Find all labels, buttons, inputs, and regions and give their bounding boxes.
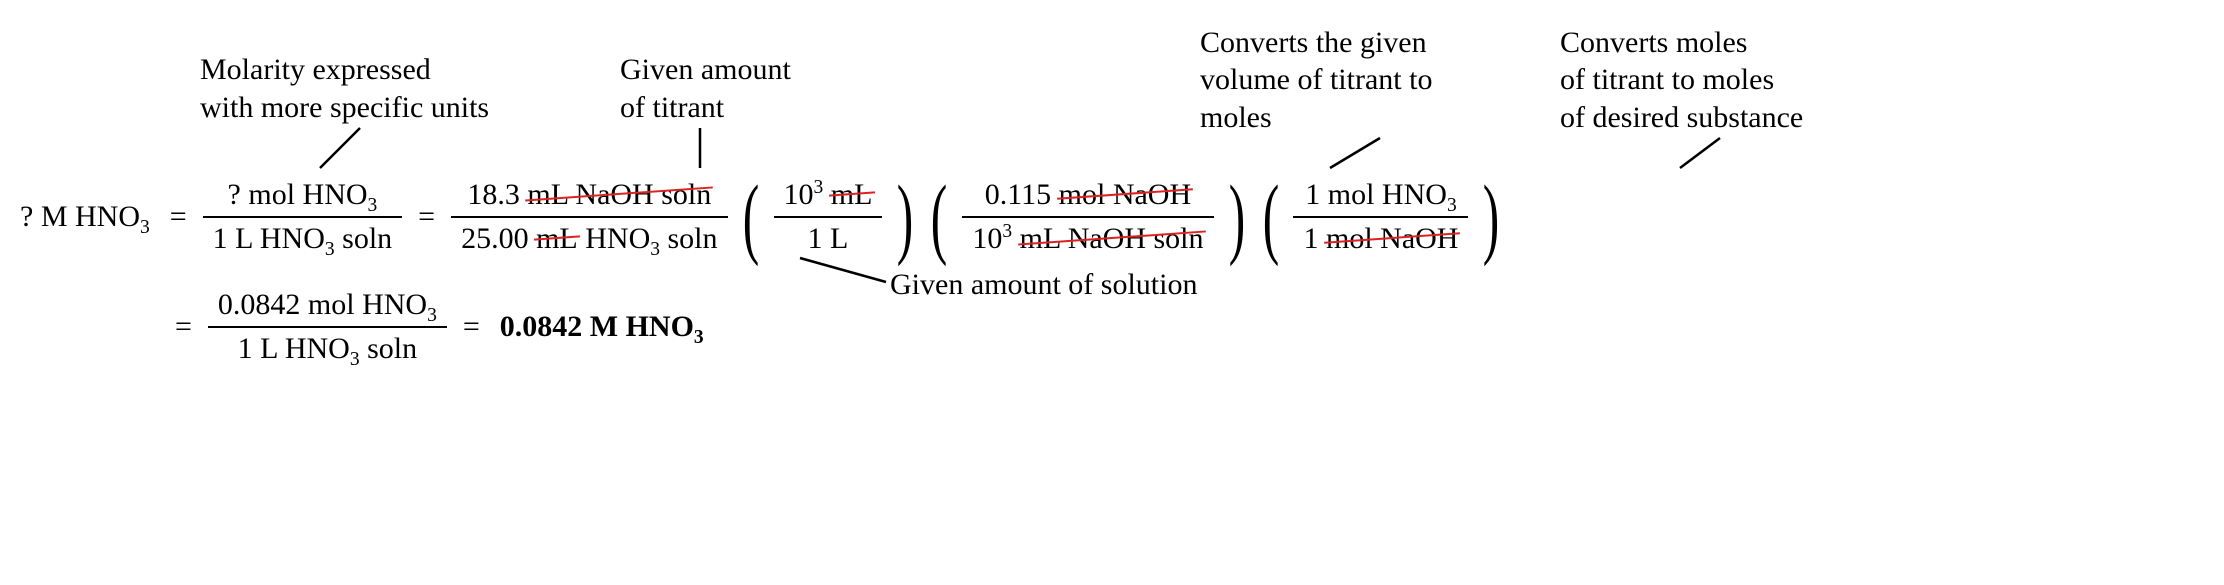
annotation-row-top: Molarity expressed with more specific un… (10, 20, 2214, 170)
subscript: 3 (350, 349, 360, 370)
subscript: 3 (368, 195, 378, 216)
pointer-line (610, 126, 910, 170)
fraction-molarity-definition: ? mol HNO3 1 L HNO3 soln (203, 174, 402, 260)
text: 0.0842 M HNO (500, 310, 694, 343)
equals-sign: = (160, 200, 197, 234)
equals-sign: = (165, 310, 202, 344)
fraction-volumes: 18.3 mL NaOH soln 25.00 mL HNO3 soln (451, 174, 727, 260)
text: 1 mol HNO (1305, 178, 1447, 211)
annotation-given-titrant: Given amount of titrant (610, 51, 910, 170)
subscript: 3 (694, 327, 704, 348)
equation-row-1: ? M HNO3 = ? mol HNO3 1 L HNO3 soln = 18… (10, 174, 2214, 260)
annot-text: with more specific units (200, 89, 489, 127)
lhs: ? M HNO3 (10, 200, 160, 234)
text: 0.115 (985, 178, 1059, 211)
subscript: 3 (140, 217, 150, 238)
annot-text: Converts the given (1200, 24, 1432, 62)
text: soln (360, 332, 418, 365)
subscript: 3 (325, 239, 335, 260)
text: ? M HNO (20, 200, 140, 233)
text: 18.3 (467, 178, 527, 211)
annot-text: Given amount (620, 51, 791, 89)
annot-text: Molarity expressed (200, 51, 489, 89)
text: 10 (784, 178, 814, 211)
pointer-line (1560, 136, 1880, 170)
conversion-factor-1: ( 103 mL 1 L ) (734, 174, 923, 260)
text: 0.0842 mol HNO (218, 288, 427, 321)
annot-text: volume of titrant to (1200, 61, 1432, 99)
text: 25.00 (461, 222, 536, 255)
equals-sign: = (408, 200, 445, 234)
annot-text: of titrant to moles (1560, 61, 1803, 99)
conversion-factor-3: ( 1 mol HNO3 1 mol NaOH ) (1254, 174, 1509, 260)
text: soln (654, 178, 712, 211)
cancelled-unit: mol NaOH (1059, 178, 1191, 212)
cancelled-unit: mL (536, 222, 578, 256)
text: HNO (578, 222, 651, 255)
cancelled-unit: mol NaOH (1326, 222, 1458, 256)
cancelled-unit: mL (831, 178, 873, 212)
text: 1 (1303, 222, 1326, 255)
text: soln (660, 222, 718, 255)
text: ? mol HNO (228, 178, 368, 211)
text: soln (335, 222, 393, 255)
text: mL NaOH (527, 178, 653, 211)
conversion-factor-2: ( 0.115 mol NaOH 103 mL NaOH soln ) (922, 174, 1253, 260)
text: 1 L HNO (213, 222, 325, 255)
annotation-converts-moles: Converts moles of titrant to moles of de… (1560, 24, 1880, 171)
annot-text: of titrant (620, 89, 791, 127)
pointer-line (1200, 136, 1500, 170)
superscript: 3 (814, 177, 824, 198)
cancelled-unit: mL NaOH soln (527, 178, 711, 212)
subscript: 3 (650, 239, 660, 260)
text (1012, 222, 1020, 255)
text: 10 (972, 222, 1002, 255)
pointer-line (200, 126, 560, 170)
subscript: 3 (1447, 195, 1457, 216)
fraction-result: 0.0842 mol HNO3 1 L HNO3 soln (208, 284, 447, 370)
annot-text: of desired substance (1560, 99, 1803, 137)
text: 1 L HNO (238, 332, 350, 365)
superscript: 3 (1002, 221, 1012, 242)
subscript: 3 (427, 305, 437, 326)
annot-text: Converts moles (1560, 24, 1803, 62)
final-answer: 0.0842 M HNO3 (490, 310, 714, 344)
annot-text: moles (1200, 99, 1432, 137)
annotation-converts-volume: Converts the given volume of titrant to … (1200, 24, 1500, 171)
annotation-molarity-units: Molarity expressed with more specific un… (200, 51, 560, 170)
equals-sign: = (453, 310, 490, 344)
pointer-line (780, 254, 890, 294)
cancelled-unit: mL NaOH soln (1020, 222, 1204, 256)
